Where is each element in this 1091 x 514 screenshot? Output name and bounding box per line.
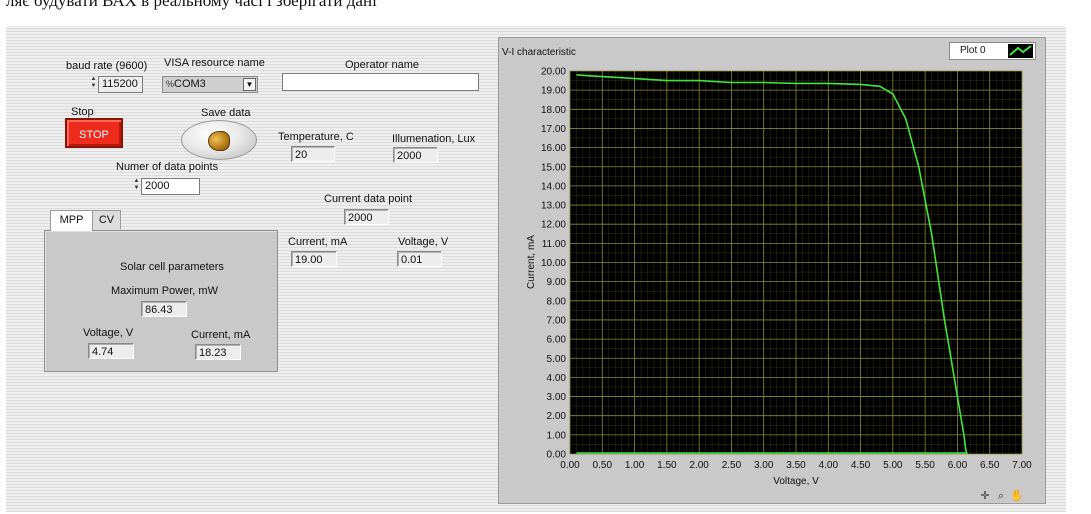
x-tick-label: 2.50 [722,460,742,471]
y-tick-label: 19.00 [541,86,566,97]
max-power-indicator: 86.43 [141,301,187,317]
y-tick-label: 0.00 [547,450,567,461]
temperature-indicator: 20 [291,146,335,162]
y-tick-label: 6.00 [547,335,567,346]
current-label: Current, mA [288,236,348,248]
x-tick-label: 4.00 [819,460,839,471]
max-power-label: Maximum Power, mW [111,285,218,297]
y-axis-label: Current, mA [526,235,537,289]
stop-button[interactable]: STOP [65,118,123,148]
x-tick-label: 0.00 [560,460,580,471]
y-tick-label: 15.00 [541,162,566,173]
plot-legend[interactable]: Plot 0 [949,42,1036,60]
x-tick-label: 1.00 [625,460,645,471]
graph-title: V-I characteristic [502,47,576,58]
mpp-voltage-label: Voltage, V [83,327,134,339]
x-tick-label: 2.00 [689,460,709,471]
y-tick-label: 3.00 [547,392,567,403]
x-tick-label: 4.50 [851,460,871,471]
operator-name-label: Operator name [345,59,419,71]
visa-resource-value: COM3 [174,78,206,90]
mpp-current-indicator: 18.23 [195,344,241,360]
y-tick-label: 16.00 [541,143,566,154]
y-tick-label: 13.00 [541,201,566,212]
x-axis-label: Voltage, V [773,476,819,487]
x-tick-label: 6.00 [948,460,968,471]
tab-control: MPP CV Solar cell parameters Maximum Pow… [44,210,278,372]
pan-icon[interactable]: ✋ [1010,490,1024,502]
baud-rate-field[interactable]: 115200 [98,76,143,93]
y-tick-label: 18.00 [541,105,566,116]
x-tick-label: 3.00 [754,460,774,471]
mpp-current-label: Current, mA [191,329,251,341]
stop-label: Stop [71,106,94,118]
num-points-spinner[interactable]: ▲ ▼ [133,178,140,191]
baud-rate-spinner[interactable]: ▲ ▼ [90,76,97,89]
y-tick-label: 11.00 [542,239,567,250]
y-tick-label: 12.00 [541,220,566,231]
y-tick-label: 9.00 [547,277,567,288]
tab-page-mpp: Solar cell parameters Maximum Power, mW … [44,230,278,372]
y-tick-label: 5.00 [547,354,567,365]
x-tick-label: 5.00 [883,460,903,471]
y-tick-label: 4.00 [547,373,567,384]
tab-mpp[interactable]: MPP [50,210,93,231]
voltage-label: Voltage, V [398,236,449,248]
y-tick-label: 1.00 [547,430,567,441]
visa-io-icon: % [166,79,175,89]
current-data-point-label: Current data point [324,193,413,205]
baud-rate-label: baud rate (9600) [66,60,148,72]
y-tick-label: 7.00 [547,315,567,326]
illumination-indicator: 2000 [393,147,438,163]
y-tick-label: 17.00 [541,124,566,135]
x-tick-label: 0.50 [593,460,613,471]
y-tick-label: 8.00 [547,296,567,307]
y-tick-label: 10.00 [541,258,566,269]
voltage-indicator: 0.01 [397,251,442,267]
visa-resource-label: VISA resource name [164,57,265,69]
current-data-point-indicator: 2000 [344,209,389,225]
save-data-label: Save data [201,107,251,119]
solar-params-title: Solar cell parameters [120,261,224,273]
save-data-button[interactable] [181,120,257,160]
y-tick-label: 14.00 [541,181,566,192]
plot-legend-label: Plot 0 [960,45,986,56]
x-tick-label: 3.50 [786,460,806,471]
x-tick-label: 5.50 [915,460,935,471]
x-tick-label: 1.50 [657,460,677,471]
illumination-label: Illumenation, Lux [392,133,476,145]
document-caption: ляє будувати ВАХ в реальному часі і збер… [6,0,377,10]
line-style-icon [1008,44,1033,58]
tab-cv[interactable]: CV [92,210,121,229]
save-led-icon [208,131,230,151]
mpp-voltage-indicator: 4.74 [88,343,134,359]
x-tick-label: 7.00 [1012,460,1032,471]
operator-name-field[interactable] [282,73,479,91]
crosshair-icon[interactable]: ✛ [980,490,990,502]
vi-curve-line [576,74,968,455]
y-tick-label: 2.00 [547,411,567,422]
current-indicator: 19.00 [291,251,337,267]
chevron-down-icon[interactable]: ▼ [243,78,256,91]
num-points-label: Numer of data points [116,161,219,173]
temperature-label: Temperature, C [278,131,354,143]
visa-resource-select[interactable]: %COM3 ▼ [162,76,258,93]
x-tick-label: 6.50 [980,460,1000,471]
y-tick-label: 20.00 [541,67,566,78]
zoom-icon[interactable]: ⌕ [997,490,1005,502]
num-points-field[interactable]: 2000 [141,178,200,195]
